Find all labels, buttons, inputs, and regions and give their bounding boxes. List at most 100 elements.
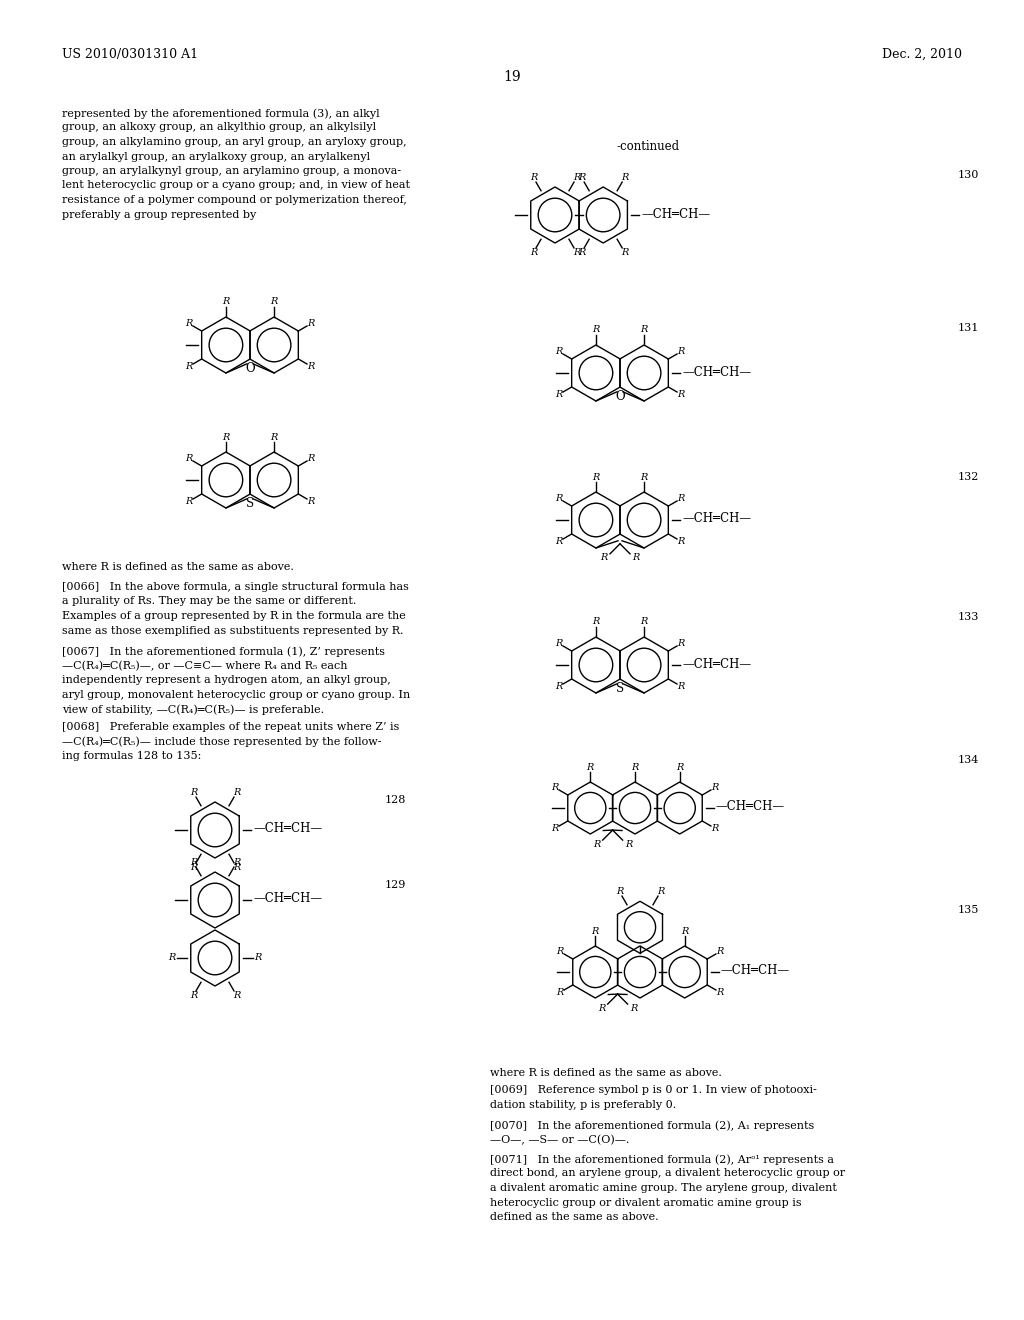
- Text: an arylalkyl group, an arylalkoxy group, an arylalkenyl: an arylalkyl group, an arylalkoxy group,…: [62, 152, 370, 161]
- Text: R: R: [254, 953, 262, 962]
- Text: R: R: [717, 946, 724, 956]
- Text: R: R: [587, 763, 594, 771]
- Text: R: R: [656, 887, 665, 896]
- Text: [0066]   In the above formula, a single structural formula has: [0066] In the above formula, a single st…: [62, 582, 409, 591]
- Text: R: R: [551, 824, 558, 833]
- Text: S: S: [246, 498, 254, 511]
- Text: —CH═CH—: —CH═CH—: [721, 965, 790, 978]
- Text: R: R: [678, 537, 685, 546]
- Text: direct bond, an arylene group, a divalent heterocyclic group or: direct bond, an arylene group, a divalen…: [490, 1168, 845, 1179]
- Text: R: R: [270, 433, 278, 441]
- Text: R: R: [640, 473, 648, 482]
- Text: R: R: [185, 498, 193, 506]
- Text: R: R: [712, 824, 719, 833]
- Text: R: R: [555, 347, 562, 356]
- Text: R: R: [270, 297, 278, 306]
- Text: R: R: [222, 433, 229, 441]
- Text: 129: 129: [385, 880, 407, 890]
- Text: —CH═CH—: —CH═CH—: [682, 512, 752, 525]
- Text: group, an alkylamino group, an aryl group, an aryloxy group,: group, an alkylamino group, an aryl grou…: [62, 137, 407, 147]
- Text: R: R: [625, 840, 633, 849]
- Text: R: R: [676, 763, 683, 771]
- Text: R: R: [556, 987, 563, 997]
- Text: Dec. 2, 2010: Dec. 2, 2010: [882, 48, 962, 61]
- Text: R: R: [555, 494, 562, 503]
- Text: 19: 19: [503, 70, 521, 84]
- Text: R: R: [307, 319, 315, 327]
- Text: [0070]   In the aforementioned formula (2), A₁ represents: [0070] In the aforementioned formula (2)…: [490, 1119, 814, 1130]
- Text: preferably a group represented by: preferably a group represented by: [62, 210, 256, 219]
- Text: R: R: [640, 326, 648, 334]
- Text: R: R: [307, 454, 315, 463]
- Text: R: R: [185, 362, 193, 371]
- Text: a plurality of Rs. They may be the same or different.: a plurality of Rs. They may be the same …: [62, 597, 356, 606]
- Text: R: R: [232, 858, 241, 867]
- Text: where R is defined as the same as above.: where R is defined as the same as above.: [62, 562, 294, 572]
- Text: R: R: [632, 553, 640, 562]
- Text: 128: 128: [385, 795, 407, 805]
- Text: —CH═CH—: —CH═CH—: [253, 822, 323, 836]
- Text: represented by the aforementioned formula (3), an alkyl: represented by the aforementioned formul…: [62, 108, 380, 119]
- Text: R: R: [578, 173, 586, 182]
- Text: R: R: [621, 173, 629, 182]
- Text: —CH═CH—: —CH═CH—: [682, 366, 752, 379]
- Text: R: R: [529, 248, 538, 256]
- Text: R: R: [593, 840, 600, 849]
- Text: R: R: [578, 248, 586, 256]
- Text: R: R: [572, 248, 581, 256]
- Text: [0067]   In the aforementioned formula (1), Z’ represents: [0067] In the aforementioned formula (1)…: [62, 645, 385, 656]
- Text: R: R: [678, 494, 685, 503]
- Text: [0071]   In the aforementioned formula (2), Arᵒ¹ represents a: [0071] In the aforementioned formula (2)…: [490, 1154, 834, 1164]
- Text: R: R: [592, 473, 600, 482]
- Text: R: R: [189, 858, 198, 867]
- Text: R: R: [600, 553, 607, 562]
- Text: R: R: [592, 618, 600, 627]
- Text: R: R: [615, 887, 624, 896]
- Text: R: R: [551, 783, 558, 792]
- Text: R: R: [222, 297, 229, 306]
- Text: US 2010/0301310 A1: US 2010/0301310 A1: [62, 48, 198, 61]
- Text: independently represent a hydrogen atom, an alkyl group,: independently represent a hydrogen atom,…: [62, 675, 391, 685]
- Text: —C(R₄)═C(R₅)—, or —C≡C— where R₄ and R₅ each: —C(R₄)═C(R₅)—, or —C≡C— where R₄ and R₅ …: [62, 660, 347, 671]
- Text: R: R: [555, 682, 562, 690]
- Text: R: R: [717, 987, 724, 997]
- Text: O: O: [615, 391, 625, 404]
- Text: resistance of a polymer compound or polymerization thereof,: resistance of a polymer compound or poly…: [62, 195, 407, 205]
- Text: R: R: [189, 863, 198, 871]
- Text: R: R: [185, 319, 193, 327]
- Text: a divalent aromatic amine group. The arylene group, divalent: a divalent aromatic amine group. The ary…: [490, 1183, 837, 1193]
- Text: group, an arylalkynyl group, an arylamino group, a monova-: group, an arylalkynyl group, an arylamin…: [62, 166, 401, 176]
- Text: R: R: [678, 347, 685, 356]
- Text: [0068]   Preferable examples of the repeat units where Z’ is: [0068] Preferable examples of the repeat…: [62, 722, 399, 733]
- Text: R: R: [185, 454, 193, 463]
- Text: R: R: [555, 537, 562, 546]
- Text: R: R: [681, 927, 688, 936]
- Text: R: R: [592, 326, 600, 334]
- Text: R: R: [232, 991, 241, 999]
- Text: same as those exemplified as substituents represented by R.: same as those exemplified as substituent…: [62, 626, 403, 635]
- Text: R: R: [556, 946, 563, 956]
- Text: S: S: [616, 682, 624, 696]
- Text: R: R: [678, 389, 685, 399]
- Text: 131: 131: [958, 323, 979, 333]
- Text: -continued: -continued: [616, 140, 680, 153]
- Text: R: R: [678, 682, 685, 690]
- Text: 130: 130: [958, 170, 979, 180]
- Text: ing formulas 128 to 135:: ing formulas 128 to 135:: [62, 751, 202, 762]
- Text: heterocyclic group or divalent aromatic amine group is: heterocyclic group or divalent aromatic …: [490, 1197, 802, 1208]
- Text: R: R: [232, 863, 241, 871]
- Text: R: R: [189, 788, 198, 797]
- Text: R: R: [630, 1003, 637, 1012]
- Text: 133: 133: [958, 612, 979, 622]
- Text: [0069]   Reference symbol p is 0 or 1. In view of photooxi-: [0069] Reference symbol p is 0 or 1. In …: [490, 1085, 817, 1096]
- Text: —O—, —S— or —C(O)—.: —O—, —S— or —C(O)—.: [490, 1134, 630, 1144]
- Text: R: R: [232, 788, 241, 797]
- Text: —CH═CH—: —CH═CH—: [682, 657, 752, 671]
- Text: —CH═CH—: —CH═CH—: [253, 892, 323, 906]
- Text: —CH═CH—: —CH═CH—: [641, 207, 711, 220]
- Text: view of stability, —C(R₄)═C(R₅)— is preferable.: view of stability, —C(R₄)═C(R₅)— is pref…: [62, 704, 325, 714]
- Text: group, an alkoxy group, an alkylthio group, an alkylsilyl: group, an alkoxy group, an alkylthio gro…: [62, 123, 376, 132]
- Text: R: R: [592, 927, 599, 936]
- Text: aryl group, monovalent heterocyclic group or cyano group. In: aryl group, monovalent heterocyclic grou…: [62, 689, 411, 700]
- Text: R: R: [168, 953, 176, 962]
